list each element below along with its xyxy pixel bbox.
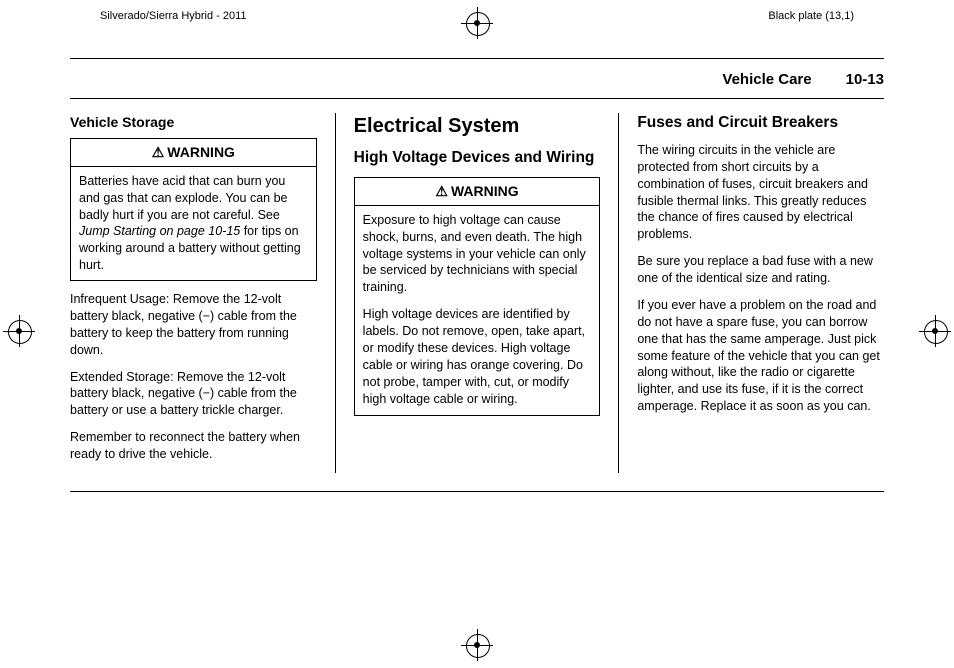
- fuses-p2: Be sure you replace a bad fuse with a ne…: [637, 253, 884, 287]
- column-2: Electrical System High Voltage Devices a…: [340, 113, 615, 473]
- warning-title: ⚠WARNING: [71, 139, 316, 167]
- warning-box-battery: ⚠WARNING Batteries have acid that can bu…: [70, 138, 317, 281]
- page-frame: Vehicle Care 10-13 Vehicle Storage ⚠WARN…: [70, 58, 884, 492]
- content-columns: Vehicle Storage ⚠WARNING Batteries have …: [70, 99, 884, 491]
- voltage-warning-p1: Exposure to high voltage can cause shock…: [363, 212, 592, 296]
- column-3: Fuses and Circuit Breakers The wiring ci…: [623, 113, 884, 473]
- column-divider-1: [335, 113, 336, 473]
- warning-text-1: Batteries have acid that can burn you an…: [79, 174, 288, 222]
- vehicle-storage-heading: Vehicle Storage: [70, 113, 317, 132]
- fuses-p1: The wiring circuits in the vehicle are p…: [637, 142, 884, 243]
- warning-icon: ⚠: [152, 143, 165, 162]
- warning-box-voltage: ⚠WARNING Exposure to high voltage can ca…: [354, 177, 601, 417]
- page-title-bar: Vehicle Care 10-13: [70, 59, 884, 99]
- warning-title: ⚠WARNING: [355, 178, 600, 206]
- warning-body: Exposure to high voltage can cause shock…: [355, 206, 600, 416]
- registration-mark-left: [8, 320, 30, 342]
- registration-mark-top: [466, 12, 488, 34]
- registration-mark-right: [924, 320, 946, 342]
- reconnect-text: Remember to reconnect the battery when r…: [70, 429, 317, 463]
- warning-label: WARNING: [167, 144, 235, 160]
- infrequent-usage-text: Infrequent Usage: Remove the 12-volt bat…: [70, 291, 317, 359]
- warning-body: Batteries have acid that can burn you an…: [71, 167, 316, 280]
- header-right: Black plate (13,1): [768, 10, 854, 22]
- warning-label: WARNING: [451, 183, 519, 199]
- warning-icon: ⚠: [435, 182, 448, 201]
- fuses-heading: Fuses and Circuit Breakers: [637, 113, 884, 134]
- fuses-p3: If you ever have a problem on the road a…: [637, 297, 884, 415]
- section-name: Vehicle Care: [722, 71, 811, 88]
- registration-mark-bottom: [466, 634, 488, 656]
- page-number: 10-13: [846, 71, 884, 88]
- header-left: Silverado/Sierra Hybrid - 2011: [100, 10, 247, 22]
- column-1: Vehicle Storage ⚠WARNING Batteries have …: [70, 113, 331, 473]
- warning-crossref: Jump Starting on page 10-15: [79, 224, 240, 238]
- voltage-warning-p2: High voltage devices are identified by l…: [363, 306, 592, 407]
- electrical-system-heading: Electrical System: [354, 113, 601, 140]
- column-divider-2: [618, 113, 619, 473]
- extended-storage-text: Extended Storage: Remove the 12-volt bat…: [70, 369, 317, 420]
- high-voltage-heading: High Voltage Devices and Wiring: [354, 148, 601, 169]
